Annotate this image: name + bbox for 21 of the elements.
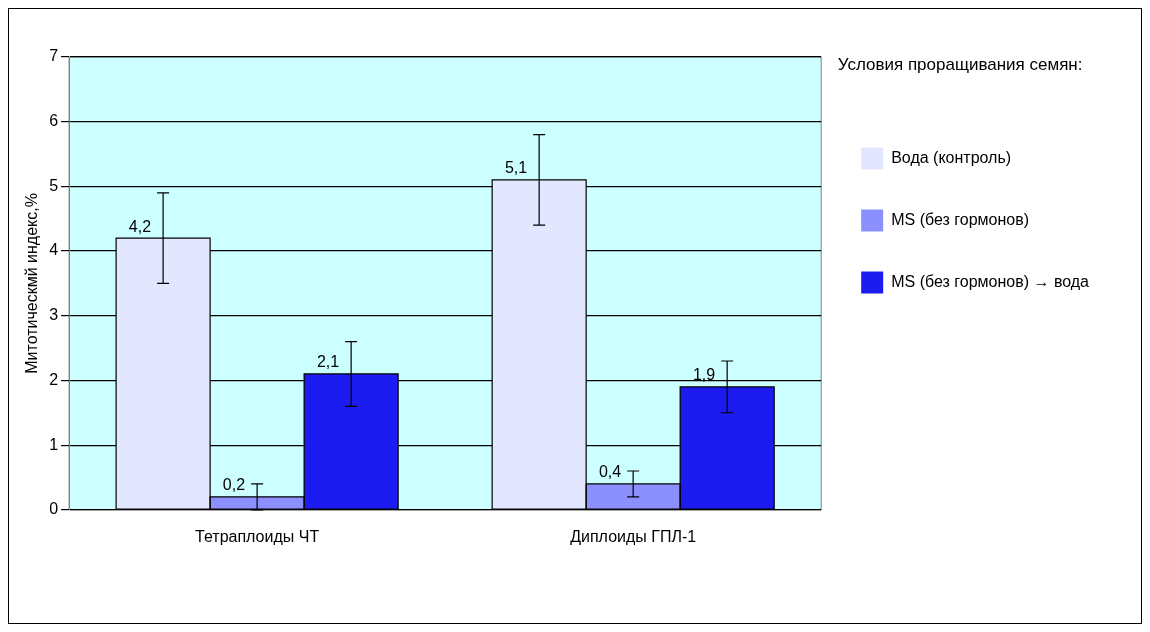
data-label: 5,1	[504, 159, 528, 177]
y-tick-label: 1	[49, 435, 59, 453]
x-tick-label: Диплоиды ГПЛ-1	[570, 527, 697, 545]
y-tick-label: 4	[49, 241, 59, 259]
data-label: 0,2	[222, 476, 246, 494]
y-tick-label: 2	[49, 370, 59, 388]
legend-title: Условия проращивания семян:	[837, 55, 1083, 75]
data-label: 4,2	[128, 217, 152, 235]
y-tick-label: 5	[49, 176, 59, 194]
y-tick-label: 7	[49, 47, 59, 65]
data-label: 1,9	[692, 366, 716, 384]
legend-label: MS (без гормонов)	[891, 210, 1030, 228]
y-tick-label: 3	[49, 306, 59, 324]
x-tick-label: Тетраплоиды ЧТ	[195, 527, 320, 545]
y-axis-title: Митотическмй индекс,%	[23, 193, 41, 374]
data-label: 2,1	[316, 353, 340, 371]
y-tick-label: 0	[49, 500, 59, 518]
legend-label: MS (без гормонов) → вода	[891, 272, 1090, 290]
legend-label: Вода (контроль)	[891, 148, 1012, 166]
y-tick-label: 6	[49, 112, 59, 130]
data-label: 0,4	[598, 463, 622, 481]
